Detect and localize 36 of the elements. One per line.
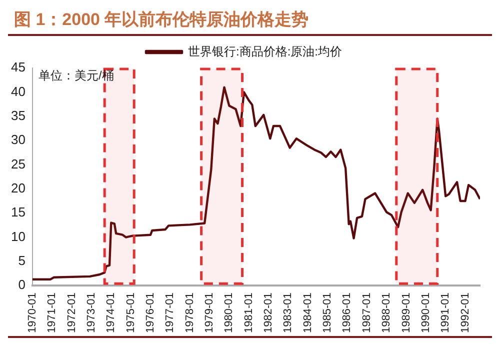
x-tick-label: 1973-01 xyxy=(86,292,98,334)
x-tick-label: 1985-01 xyxy=(322,292,334,334)
y-tick-label: 10 xyxy=(10,228,26,244)
x-tick-label: 1977-01 xyxy=(164,292,176,334)
y-axis-title: 单位：美元/桶 xyxy=(38,68,114,82)
x-tick-label: 1980-01 xyxy=(223,292,236,334)
y-tick-label: 15 xyxy=(10,204,26,220)
y-tick-label: 5 xyxy=(18,253,26,268)
chart-title: 图 1：2000 年以前布伦特原油价格走势 xyxy=(8,8,492,36)
x-tick-label: 1984-01 xyxy=(302,292,314,334)
x-tick-label: 1983-01 xyxy=(282,292,294,334)
y-tick-label: 30 xyxy=(10,132,26,148)
x-tick-label: 1987-01 xyxy=(360,292,373,334)
x-tick-label: 1991-01 xyxy=(440,292,452,334)
x-tick-label: 1986-01 xyxy=(341,292,354,334)
x-tick-label: 1990-01 xyxy=(420,292,432,334)
legend-label: 世界银行:商品价格:原油:均价 xyxy=(188,44,342,58)
x-tick-label: 1974-01 xyxy=(105,292,118,334)
y-tick-label: 45 xyxy=(10,60,26,75)
y-tick-label: 25 xyxy=(10,156,26,172)
x-tick-label: 1981-01 xyxy=(242,292,255,334)
x-tick-label: 1978-01 xyxy=(184,292,196,334)
x-tick-label: 1992-01 xyxy=(459,292,472,334)
y-tick-label: 40 xyxy=(10,84,26,99)
x-tick-label: 1971-01 xyxy=(46,292,58,334)
x-tick-label: 1976-01 xyxy=(144,292,157,334)
x-tick-label: 1972-01 xyxy=(66,292,78,334)
y-tick-label: 0 xyxy=(18,277,26,292)
x-tick-label: 1979-01 xyxy=(204,292,216,334)
x-tick-label: 1970-01 xyxy=(26,292,38,334)
y-tick-label: 20 xyxy=(10,180,26,196)
x-tick-label: 1988-01 xyxy=(380,292,393,334)
y-tick-label: 35 xyxy=(10,108,26,123)
x-tick-label: 1975-01 xyxy=(124,292,137,334)
x-tick-label: 1989-01 xyxy=(400,292,412,334)
x-tick-label: 1982-01 xyxy=(262,292,275,334)
